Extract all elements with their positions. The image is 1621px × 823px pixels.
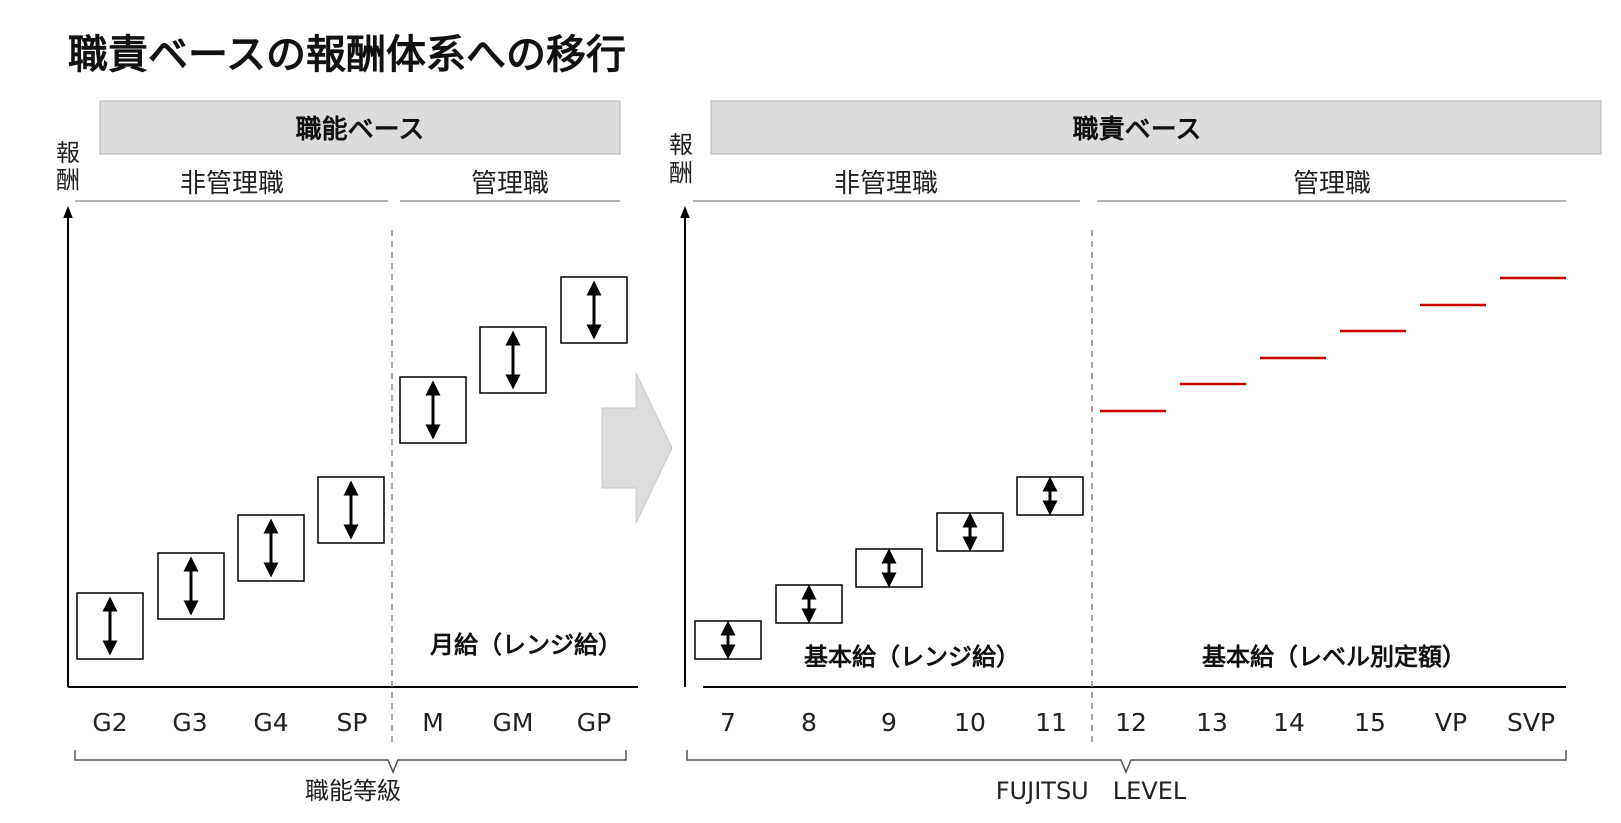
right-tick: 12 — [1115, 708, 1147, 737]
left-axis-brace — [74, 750, 627, 774]
right-fixed-levels — [1100, 276, 1566, 413]
left-range-box — [560, 276, 628, 344]
right-range-box — [855, 548, 923, 588]
left-range-box — [76, 592, 144, 660]
right-range-box — [1016, 476, 1084, 516]
right-y-label-bottom: 酬 — [669, 159, 693, 187]
right-axis-caption: FUJITSU LEVEL — [996, 777, 1187, 805]
right-tick: 10 — [954, 708, 986, 737]
left-tick: G2 — [92, 708, 127, 737]
left-tick: GP — [577, 708, 611, 737]
right-range-boxes — [694, 476, 1084, 660]
right-range-box — [694, 620, 762, 660]
right-range-box — [775, 584, 843, 624]
left-header-box — [99, 100, 621, 155]
right-tick: 13 — [1196, 708, 1228, 737]
right-annotation-fixed: 基本給（レベル別定額） — [1202, 643, 1466, 671]
right-tick: 7 — [720, 708, 736, 737]
left-tick: G4 — [253, 708, 288, 737]
left-range-box — [479, 326, 547, 394]
left-annotation: 月給（レンジ給） — [429, 631, 622, 659]
left-range-box — [317, 476, 385, 544]
right-panel: 職責ベース 報 酬 非管理職 管理職 基本給（レンジ給） 基本給（レベル別定額）… — [669, 100, 1602, 805]
left-range-boxes — [76, 276, 628, 660]
right-header-box — [710, 100, 1602, 155]
right-tick: 8 — [801, 708, 817, 737]
left-cat-manager: 管理職 — [471, 169, 549, 199]
left-y-label-bottom: 酬 — [56, 166, 80, 194]
right-annotation-range: 基本給（レンジ給） — [804, 643, 1020, 671]
left-tick: G3 — [172, 708, 207, 737]
left-y-label-top: 報 — [56, 139, 80, 167]
left-panel: 職能ベース 報 酬 非管理職 管理職 月給（レンジ給） G2 G3 G4 SP … — [56, 100, 638, 805]
left-tick: SP — [337, 708, 368, 737]
right-cat-manager: 管理職 — [1293, 169, 1371, 199]
left-range-box — [237, 514, 305, 582]
left-cat-nonmanager: 非管理職 — [180, 169, 284, 199]
left-tick: M — [422, 708, 444, 737]
left-axis-caption: 職能等級 — [305, 777, 401, 805]
right-tick: SVP — [1507, 708, 1555, 737]
right-y-label-top: 報 — [669, 131, 693, 159]
left-tick: GM — [493, 708, 534, 737]
transition-arrow — [601, 372, 673, 524]
right-tick: 15 — [1354, 708, 1386, 737]
page-title: 職責ベースの報酬体系への移行 — [68, 32, 626, 78]
right-range-box — [936, 512, 1004, 552]
right-tick: VP — [1435, 708, 1467, 737]
left-range-box — [399, 376, 467, 444]
right-tick: 14 — [1273, 708, 1305, 737]
left-range-box — [157, 552, 225, 620]
right-axis-brace — [686, 750, 1567, 774]
right-tick: 11 — [1035, 708, 1067, 737]
left-header-label: 職能ベース — [296, 114, 425, 145]
right-tick: 9 — [881, 708, 897, 737]
right-header-label: 職責ベース — [1073, 115, 1202, 145]
right-cat-nonmanager: 非管理職 — [834, 169, 938, 199]
